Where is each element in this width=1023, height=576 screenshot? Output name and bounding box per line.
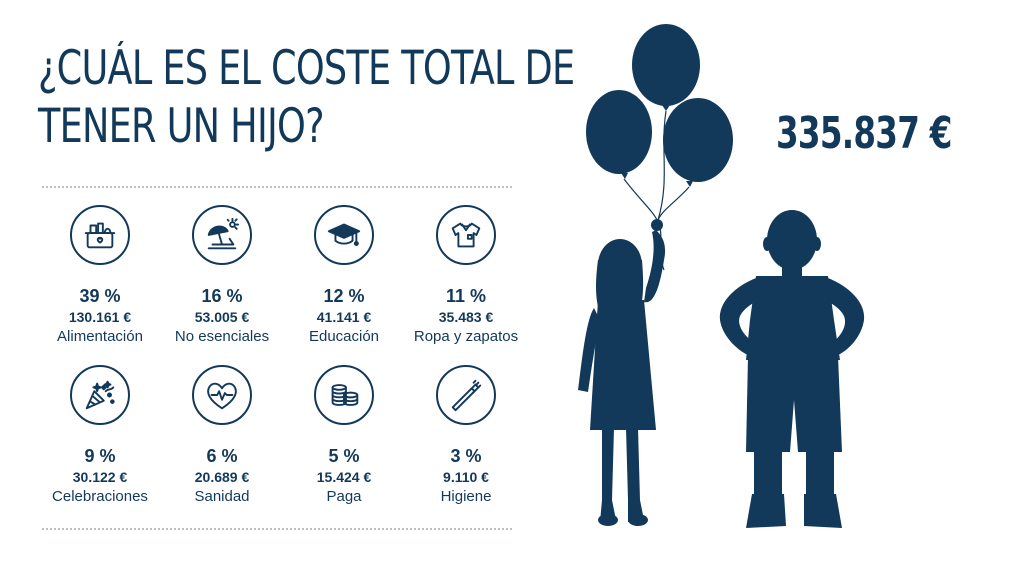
title-line-1: ¿CUÁL ES EL COSTE TOTAL DE — [38, 41, 575, 96]
category-ropa-y-zapatos: 11 % 35.483 € Ropa y zapatos — [406, 205, 526, 346]
category-percent: 11 % — [445, 286, 487, 306]
shirt-icon — [436, 205, 496, 265]
party-popper-icon — [70, 365, 130, 425]
category-label: No esenciales — [174, 328, 270, 345]
title-line-2: TENER UN HIJO? — [38, 99, 325, 154]
category-amount: 9.110 € — [443, 469, 489, 485]
category-celebraciones: 9 % 30.122 € Celebraciones — [40, 365, 160, 506]
category-amount: 20.689 € — [194, 469, 250, 485]
category-amount: 53.005 € — [194, 309, 250, 325]
toothbrush-icon — [436, 365, 496, 425]
category-amount: 35.483 € — [438, 309, 494, 325]
category-amount: 15.424 € — [316, 469, 372, 485]
category-label: Educación — [308, 328, 380, 345]
page-title: ¿CUÁL ES EL COSTE TOTAL DE TENER UN HIJO… — [38, 40, 575, 156]
category-educacion: 12 % 41.141 € Educación — [284, 205, 404, 346]
category-label: Ropa y zapatos — [413, 328, 519, 345]
boy-silhouette — [719, 210, 865, 528]
category-no-esenciales: 16 % 53.005 € No esenciales — [162, 205, 282, 346]
category-label: Celebraciones — [52, 488, 148, 505]
category-paga: 5 % 15.424 € Paga — [284, 365, 404, 506]
category-amount: 130.161 € — [68, 309, 132, 325]
girl-silhouette — [578, 219, 666, 526]
bottom-divider — [42, 528, 512, 530]
graduation-cap-icon — [314, 205, 374, 265]
heart-pulse-icon — [192, 365, 252, 425]
beach-umbrella-icon — [192, 205, 252, 265]
category-percent: 6 % — [206, 446, 238, 466]
balloon-left — [586, 90, 652, 174]
category-percent: 39 % — [79, 286, 121, 306]
grocery-basket-icon — [70, 205, 130, 265]
category-percent: 12 % — [323, 286, 365, 306]
category-label: Sanidad — [194, 488, 250, 505]
category-label: Alimentación — [57, 328, 143, 345]
category-amount: 41.141 € — [316, 309, 372, 325]
category-percent: 16 % — [201, 286, 243, 306]
category-percent: 9 % — [84, 446, 116, 466]
coin-stack-icon — [314, 365, 374, 425]
category-percent: 3 % — [450, 446, 482, 466]
category-label: Higiene — [440, 488, 492, 505]
category-sanidad: 6 % 20.689 € Sanidad — [162, 365, 282, 506]
top-divider — [42, 186, 512, 188]
category-alimentacion: 39 % 130.161 € Alimentación — [40, 205, 160, 346]
balloon-top — [632, 24, 700, 106]
balloon-right — [663, 98, 733, 182]
category-label: Paga — [326, 488, 362, 505]
category-percent: 5 % — [328, 446, 360, 466]
category-higiene: 3 % 9.110 € Higiene — [406, 365, 526, 506]
category-amount: 30.122 € — [72, 469, 128, 485]
cost-breakdown-grid: 39 % 130.161 € Alimentación 16 % 53.005 … — [40, 205, 520, 525]
children-silhouette-illustration — [578, 24, 865, 528]
total-cost: 335.837 € — [776, 108, 952, 159]
